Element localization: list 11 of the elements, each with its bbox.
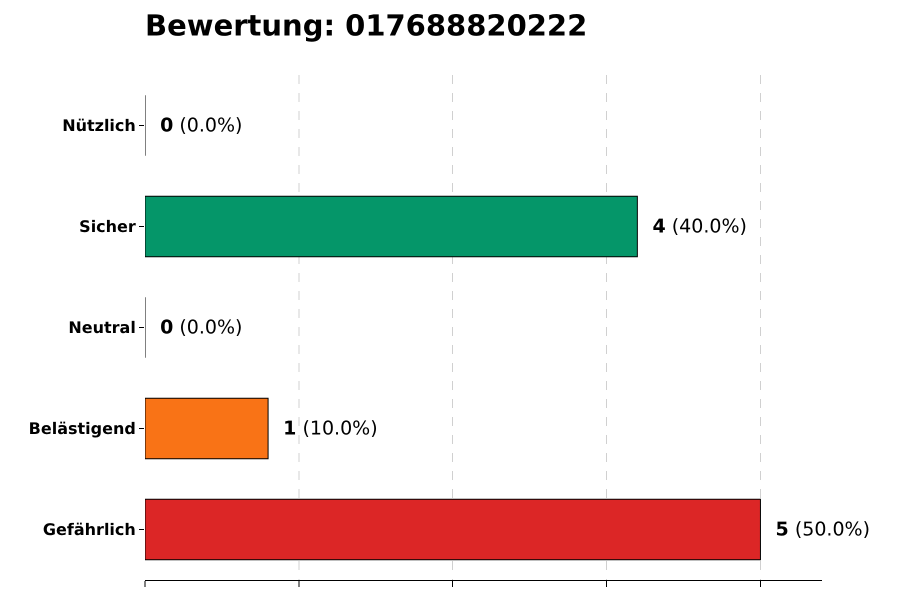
- y-tick-label: Neutral: [68, 318, 136, 338]
- data-label: 4 (40.0%): [640, 216, 747, 238]
- y-tick-label: Sicher: [79, 217, 136, 236]
- y-tick-label: Belästigend: [28, 419, 136, 438]
- y-tick-label: Gefährlich: [42, 520, 136, 540]
- y-tick-label: Nützlich: [62, 116, 136, 136]
- data-label: 1 (10.0%): [271, 418, 378, 440]
- data-label: 0 (0.0%): [148, 114, 242, 136]
- chart-title: Bewertung: 017688820222: [145, 8, 588, 42]
- data-label: 0 (0.0%): [148, 316, 242, 338]
- data-label: 5 (50.0%): [763, 518, 870, 540]
